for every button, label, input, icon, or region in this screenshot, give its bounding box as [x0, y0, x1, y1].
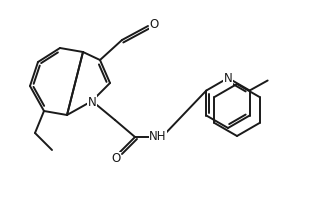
Text: NH: NH: [149, 130, 167, 143]
Text: H: H: [158, 131, 166, 141]
Text: O: O: [149, 18, 159, 32]
Text: N: N: [224, 71, 232, 84]
Text: N: N: [88, 96, 96, 109]
Text: O: O: [111, 152, 121, 165]
